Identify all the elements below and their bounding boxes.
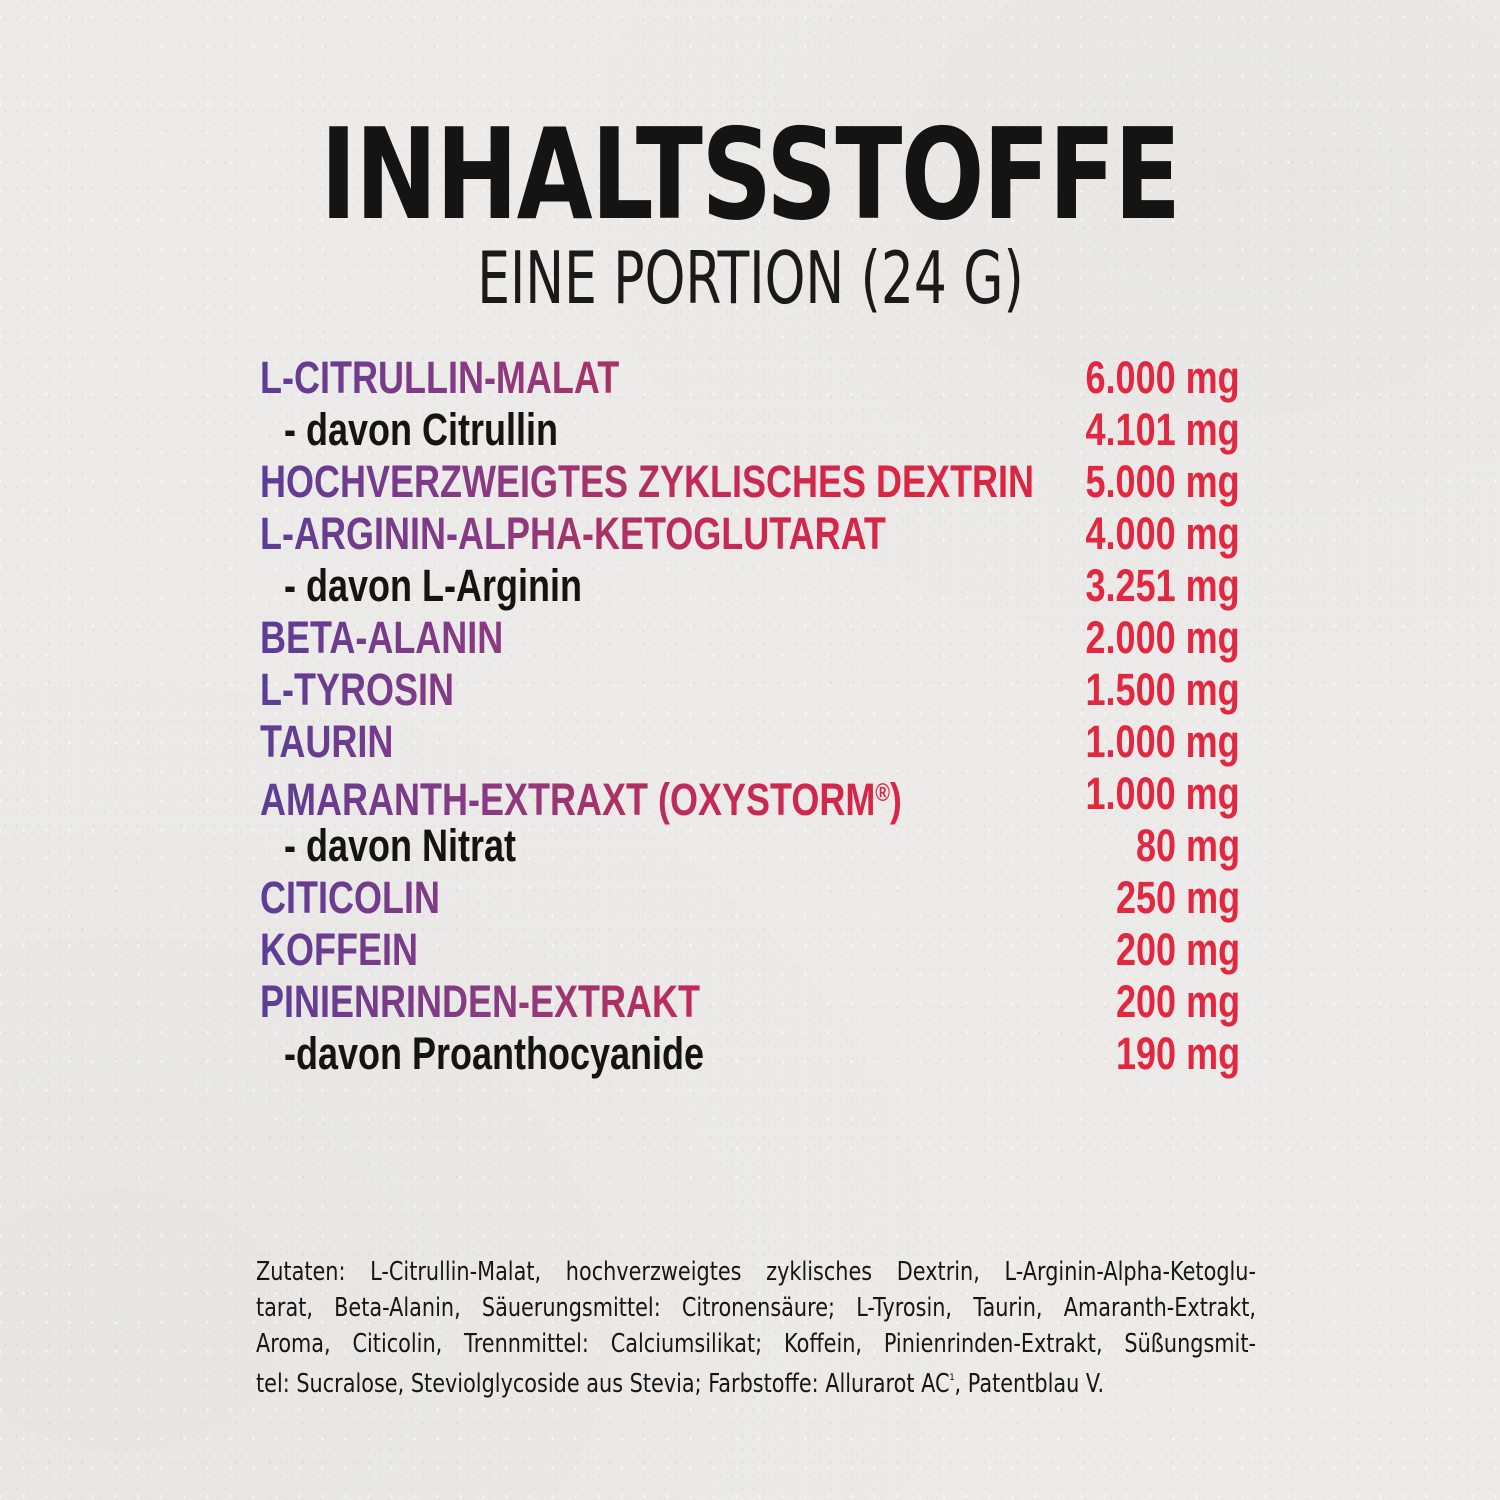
serving-subtitle: EINE PORTION (24 G) <box>476 236 1024 320</box>
ingredient-subname: - davon Citrullin <box>284 403 558 455</box>
ingredient-amount: 6.000 mg <box>1085 351 1240 403</box>
ingredient-name: HOCHVERZWEIGTES ZYKLISCHES DEXTRIN <box>260 456 1060 508</box>
ingredient-name: BETA-ALANIN <box>260 612 1060 664</box>
ingredient-row: L-TYROSIN 1.500 mg <box>260 664 1240 716</box>
ingredient-row: - davon Nitrat 80 mg <box>260 820 1240 872</box>
footnote-superscript: ¹ <box>949 1371 955 1389</box>
ingredient-row: L-CITRULLIN-MALAT 6.000 mg <box>260 352 1240 404</box>
ingredient-name: CITICOLIN <box>260 872 1060 924</box>
ingredient-amount: 200 mg <box>1115 923 1240 975</box>
ingredient-row: L-ARGININ-ALPHA-KETOGLUTARAT 4.000 mg <box>260 508 1240 560</box>
ingredient-row: - davon Citrullin 4.101 mg <box>260 404 1240 456</box>
declaration-line: Aroma, Citicolin, Trennmittel: Calciumsi… <box>256 1329 1256 1359</box>
ingredient-amount: 5.000 mg <box>1085 455 1240 507</box>
ingredient-amount: 250 mg <box>1115 871 1240 923</box>
ingredient-subname: - davon Nitrat <box>284 819 517 871</box>
ingredient-amount: 4.000 mg <box>1085 507 1240 559</box>
ingredient-amount: 80 mg <box>1135 819 1240 871</box>
ingredient-amount: 1.500 mg <box>1085 663 1240 715</box>
ingredient-row: CITICOLIN 250 mg <box>260 872 1240 924</box>
ingredient-name: TAURIN <box>260 716 1060 768</box>
page-title: INHALTSSTOFFE <box>320 101 1181 248</box>
ingredient-amount: 1.000 mg <box>1085 715 1240 767</box>
ingredient-name: PINIENRINDEN-EXTRAKT <box>260 976 1060 1028</box>
ingredient-row: BETA-ALANIN 2.000 mg <box>260 612 1240 664</box>
ingredient-row: HOCHVERZWEIGTES ZYKLISCHES DEXTRIN 5.000… <box>260 456 1240 508</box>
ingredient-name: L-ARGININ-ALPHA-KETOGLUTARAT <box>260 508 1060 560</box>
ingredient-row: -davon Proanthocyanide 190 mg <box>260 1028 1240 1080</box>
ingredient-subname: -davon Proanthocyanide <box>284 1027 705 1079</box>
declaration-line: tel: Sucralose, Steviolglycoside aus Ste… <box>256 1369 1105 1399</box>
ingredients-list: L-CITRULLIN-MALAT 6.000 mg - davon Citru… <box>260 352 1240 1080</box>
ingredient-row: KOFFEIN 200 mg <box>260 924 1240 976</box>
ingredient-row: AMARANTH-EXTRAXT (OXYSTORM®) 1.000 mg <box>260 767 1240 825</box>
ingredient-subname: - davon L-Arginin <box>284 559 582 611</box>
registered-trademark-symbol: ® <box>875 779 890 807</box>
ingredient-amount: 200 mg <box>1115 975 1240 1027</box>
declaration-line: Zutaten: L-Citrullin-Malat, hochverzweig… <box>256 1257 1256 1287</box>
ingredients-declaration: Zutaten: L-Citrullin-Malat, hochverzweig… <box>256 1254 1256 1402</box>
ingredient-amount: 1.000 mg <box>1085 767 1240 819</box>
ingredient-name: AMARANTH-EXTRAXT (OXYSTORM®) <box>260 768 1060 826</box>
ingredient-amount: 4.101 mg <box>1085 403 1240 455</box>
ingredient-row: - davon L-Arginin 3.251 mg <box>260 560 1240 612</box>
ingredient-row: TAURIN 1.000 mg <box>260 716 1240 768</box>
ingredient-amount: 2.000 mg <box>1085 611 1240 663</box>
ingredient-amount: 190 mg <box>1115 1027 1240 1079</box>
ingredient-amount: 3.251 mg <box>1085 559 1240 611</box>
declaration-line: tarat, Beta-Alanin, Säuerungsmittel: Cit… <box>256 1293 1256 1323</box>
ingredient-row: PINIENRINDEN-EXTRAKT 200 mg <box>260 976 1240 1028</box>
ingredient-name: L-TYROSIN <box>260 664 1060 716</box>
label-header: INHALTSSTOFFE EINE PORTION (24 G) <box>0 0 1500 318</box>
ingredient-name: KOFFEIN <box>260 924 1060 976</box>
ingredient-name: L-CITRULLIN-MALAT <box>260 352 1060 404</box>
